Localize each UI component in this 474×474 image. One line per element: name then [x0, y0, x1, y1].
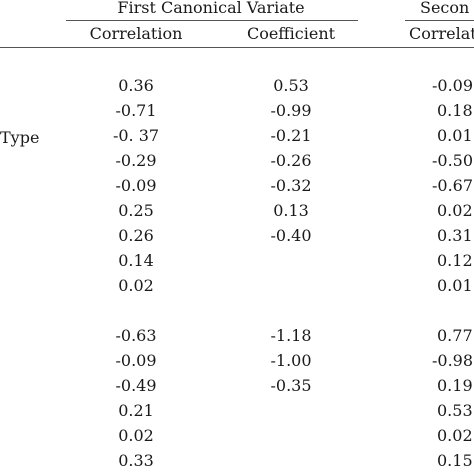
table-cell-correlation-2: 0.02	[437, 201, 473, 220]
group-rule-first	[66, 20, 358, 21]
group-title-second-canonical-variate: Secon	[420, 0, 470, 17]
table-cell-coefficient-1: 0.53	[273, 76, 309, 95]
table-cell-correlation-2: 0.19	[437, 376, 473, 395]
table-cell-correlation-1: 0.02	[118, 276, 154, 295]
row-label-type: Type	[0, 128, 40, 147]
table-cell-correlation-1: 0.26	[118, 226, 154, 245]
table-cell-correlation-1: 0.21	[118, 401, 154, 420]
table-cell-correlation-1: 0.14	[118, 251, 154, 270]
table-cell-coefficient-1: -1.00	[270, 351, 312, 370]
table-cell-coefficient-1: -0.21	[270, 126, 312, 145]
table-cell-correlation-2: 0.02	[437, 426, 473, 445]
table-cell-coefficient-1: -1.18	[270, 326, 312, 345]
table-cell-coefficient-1: -0.35	[270, 376, 312, 395]
table-cell-correlation-2: 0.53	[437, 401, 473, 420]
table-cell-correlation-2: -0.09	[432, 76, 474, 95]
table-cell-correlation-2: -0.98	[432, 351, 474, 370]
table-cell-correlation-2: 0.31	[437, 226, 473, 245]
table-cell-correlation-1: -0.29	[115, 151, 157, 170]
table-cell-coefficient-1: 0.13	[273, 201, 309, 220]
table-cell-coefficient-1: -0.40	[270, 226, 312, 245]
table-cell-correlation-1: 0.33	[118, 451, 154, 470]
table-cell-correlation-1: 0.36	[118, 76, 154, 95]
table-cell-correlation-2: 0.15	[437, 451, 473, 470]
table-cell-correlation-2: -0.67	[432, 176, 474, 195]
table-cell-correlation-1: -0.09	[115, 351, 157, 370]
table-cell-correlation-1: -0.71	[115, 101, 157, 120]
table-cell-correlation-1: 0.25	[118, 201, 154, 220]
table-cell-correlation-2: 0.12	[437, 251, 473, 270]
table-cell-correlation-1: -0. 37	[112, 126, 160, 145]
table-cell-correlation-2: 0.01	[437, 126, 473, 145]
table-cell-correlation-1: -0.63	[115, 326, 157, 345]
table-cell-correlation-2: -0.50	[432, 151, 474, 170]
header-bottom-rule	[0, 47, 474, 48]
table-cell-coefficient-1: -0.32	[270, 176, 312, 195]
table-cell-coefficient-1: -0.99	[270, 101, 312, 120]
table-cell-correlation-2: 0.01	[437, 276, 473, 295]
column-header-coefficient-1: Coefficient	[246, 24, 336, 43]
table-cell-correlation-2: 0.77	[437, 326, 473, 345]
column-header-correlation-2: Correlat	[409, 24, 474, 43]
table-cell-correlation-2: 0.18	[437, 101, 473, 120]
table-cell-correlation-1: -0.49	[115, 376, 157, 395]
group-title-first-canonical-variate: First Canonical Variate	[117, 0, 305, 17]
table-cell-correlation-1: 0.02	[118, 426, 154, 445]
table-cell-correlation-1: -0.09	[115, 176, 157, 195]
column-header-correlation-1: Correlation	[89, 24, 183, 43]
table-cell-coefficient-1: -0.26	[270, 151, 312, 170]
group-rule-second	[405, 20, 474, 21]
